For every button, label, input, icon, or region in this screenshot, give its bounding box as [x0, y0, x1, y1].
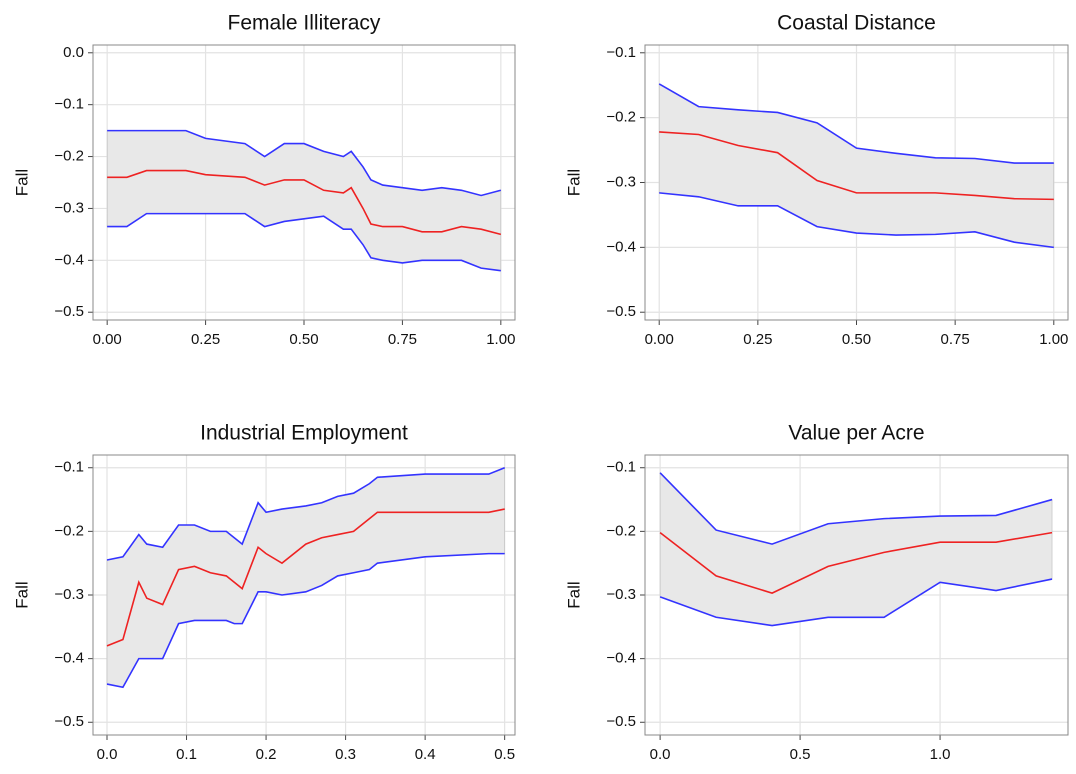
x-tick-label: 0.5: [494, 746, 515, 763]
y-tick-label: −0.1: [54, 96, 84, 113]
series-line: [106, 552, 505, 689]
y-tick-label: −0.1: [606, 44, 636, 61]
series-line: [659, 531, 1053, 594]
series-line: [658, 83, 1054, 164]
y-tick-label: −0.4: [54, 251, 84, 268]
plot-border: [644, 454, 1069, 736]
x-tick-label: 0.00: [93, 331, 122, 348]
x-tick-label: 0.50: [842, 331, 871, 348]
y-tick-label: −0.3: [54, 199, 84, 216]
y-tick-label: −0.3: [606, 586, 636, 603]
chart-title: Industrial Employment: [200, 422, 408, 445]
series-line: [107, 212, 501, 272]
y-tick-label: 0.0: [63, 44, 84, 61]
series-line: [659, 472, 1053, 545]
y-tick-label: −0.4: [606, 650, 636, 667]
y-axis-label: Fall: [564, 581, 583, 608]
x-tick-label: 0.3: [335, 746, 356, 763]
y-tick-label: −0.4: [606, 238, 636, 255]
series-line: [106, 466, 505, 561]
plot-border: [92, 44, 516, 321]
x-tick-label: 1.0: [930, 746, 951, 763]
y-tick-label: −0.2: [606, 109, 636, 126]
y-tick-label: −0.5: [606, 713, 636, 730]
y-tick-label: −0.2: [54, 148, 84, 165]
x-tick-label: 1.00: [486, 331, 515, 348]
x-tick-label: 0.50: [289, 331, 318, 348]
x-tick-label: 0.4: [415, 746, 436, 763]
y-tick-label: −0.5: [54, 303, 84, 320]
chart-title: Coastal Distance: [777, 12, 936, 35]
x-tick-label: 0.0: [97, 746, 118, 763]
y-tick-label: −0.1: [606, 459, 636, 476]
y-axis-label: Fall: [12, 581, 31, 608]
x-tick-label: 0.75: [941, 331, 970, 348]
x-tick-label: 1.00: [1039, 331, 1068, 348]
y-tick-label: −0.5: [606, 303, 636, 320]
x-tick-label: 0.2: [256, 746, 277, 763]
x-tick-label: 0.0: [650, 746, 671, 763]
plot-border: [644, 44, 1069, 321]
y-tick-label: −0.3: [606, 173, 636, 190]
y-tick-label: −0.5: [54, 713, 84, 730]
x-tick-label: 0.1: [176, 746, 197, 763]
y-tick-label: −0.1: [54, 459, 84, 476]
series-line: [107, 169, 502, 236]
x-tick-label: 0.75: [388, 331, 417, 348]
y-tick-label: −0.2: [54, 522, 84, 539]
series-line: [106, 508, 505, 647]
series-line: [659, 578, 1053, 627]
y-axis-label: Fall: [12, 169, 31, 196]
chart-title: Female Illiteracy: [228, 12, 381, 35]
chart-title: Value per Acre: [788, 422, 924, 445]
series-line: [659, 131, 1054, 201]
series-line: [107, 129, 502, 197]
y-tick-label: −0.3: [54, 586, 84, 603]
plot-border: [92, 454, 516, 736]
y-tick-label: −0.2: [606, 522, 636, 539]
x-tick-label: 0.5: [790, 746, 811, 763]
x-tick-label: 0.00: [645, 331, 674, 348]
y-tick-label: −0.4: [54, 650, 84, 667]
x-tick-label: 0.25: [743, 331, 772, 348]
x-tick-label: 0.25: [191, 331, 220, 348]
series-line: [659, 192, 1054, 249]
y-axis-label: Fall: [564, 169, 583, 196]
